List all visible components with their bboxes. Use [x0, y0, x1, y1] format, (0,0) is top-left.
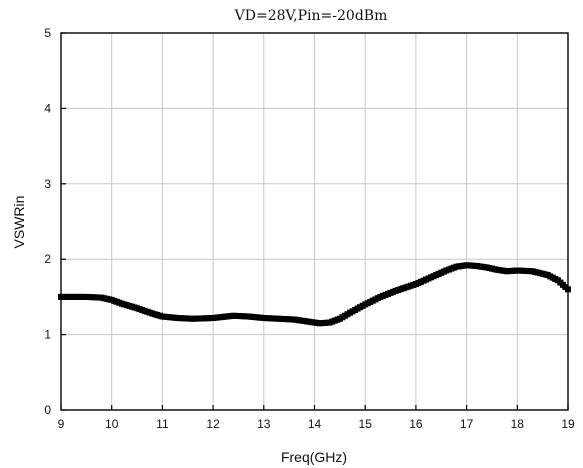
- data-series: [58, 262, 571, 327]
- x-tick-label: 14: [308, 417, 322, 431]
- y-tick-label: 0: [44, 403, 51, 417]
- y-tick-label: 2: [44, 252, 51, 266]
- x-tick-label: 16: [409, 417, 423, 431]
- grid-lines: [60, 32, 569, 411]
- y-tick-label: 3: [44, 177, 51, 191]
- x-tick-label: 13: [257, 417, 271, 431]
- y-tick-label: 5: [44, 26, 51, 40]
- y-tick-label: 4: [44, 101, 51, 115]
- x-axis-label: Freq(GHz): [281, 449, 347, 465]
- x-tick-label: 9: [58, 417, 65, 431]
- x-tick-label: 17: [460, 417, 474, 431]
- chart-title: VD=28V,Pin=-20dBm: [234, 8, 388, 24]
- x-tick-label: 15: [359, 417, 373, 431]
- x-tick-label: 12: [206, 417, 220, 431]
- x-tick-label: 10: [105, 417, 119, 431]
- x-tick-label: 18: [511, 417, 525, 431]
- y-axis-label: VSWRin: [11, 196, 27, 249]
- data-point: [565, 286, 571, 293]
- x-tick-label: 11: [156, 417, 169, 431]
- y-tick-label: 1: [44, 328, 51, 342]
- x-tick-label: 19: [561, 417, 575, 431]
